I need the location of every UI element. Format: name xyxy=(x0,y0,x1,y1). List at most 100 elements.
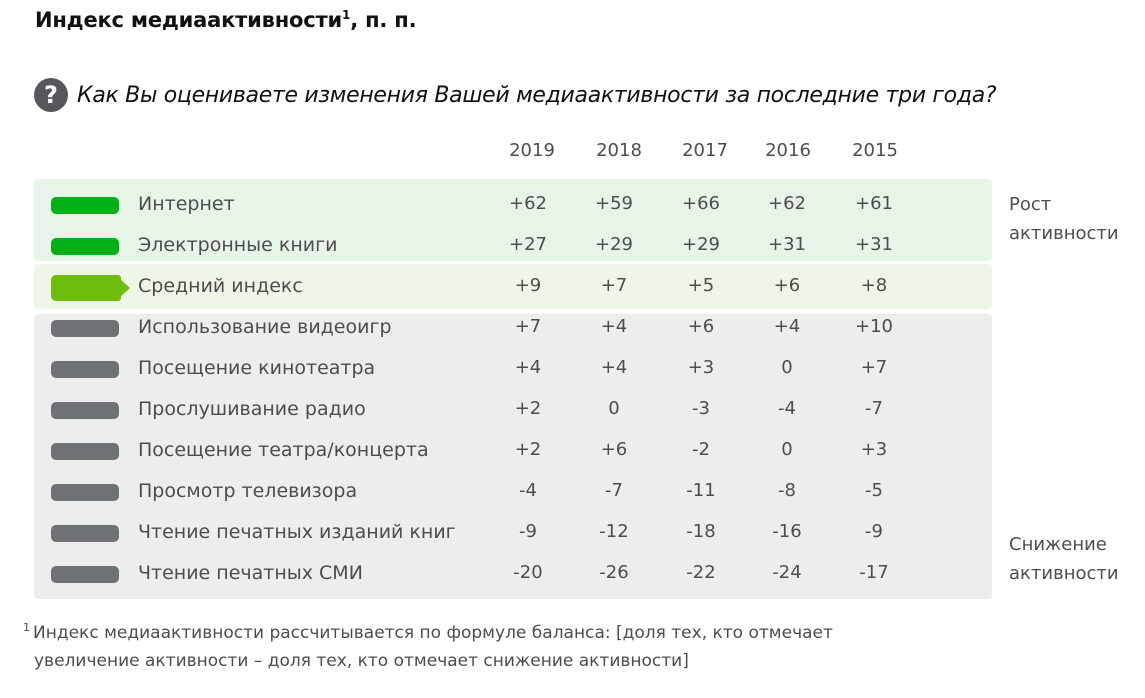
title-footnote-ref: 1 xyxy=(342,8,351,22)
cell-value-2017: -22 xyxy=(686,562,716,583)
side-label-decline: Снижение активности xyxy=(1009,530,1119,588)
row-label: Прослушивание радио xyxy=(138,398,366,420)
cell-value-2018: -26 xyxy=(599,562,629,583)
title-suffix: , п. п. xyxy=(350,8,417,32)
cell-value-2017: +6 xyxy=(687,316,715,337)
cell-value-2016: -24 xyxy=(772,562,802,583)
footnote-marker: 1 xyxy=(23,621,30,635)
table-row: Электронные книги +27 +29 +29 +31 +31 xyxy=(34,226,992,267)
year-header-2017: 2017 xyxy=(682,140,728,161)
year-header-2018: 2018 xyxy=(596,140,642,161)
cell-value-2017: +66 xyxy=(682,193,720,214)
cell-value-2015: +3 xyxy=(860,439,888,460)
row-label: Интернет xyxy=(138,193,235,215)
side-label-growth: Рост активности xyxy=(1009,190,1119,248)
page-title: Индекс медиаактивности1, п. п. xyxy=(35,8,417,32)
question-text: Как Вы оцениваете изменения Вашей медиаа… xyxy=(77,82,997,108)
cell-value-2017: +29 xyxy=(682,234,720,255)
table-row: Чтение печатных СМИ -20 -26 -22 -24 -17 xyxy=(34,554,992,595)
cell-value-2015: -9 xyxy=(865,521,883,542)
cell-value-2018: 0 xyxy=(608,398,620,419)
cell-value-2017: -11 xyxy=(686,480,716,501)
table-row: Использование видеоигр +7 +4 +6 +4 +10 xyxy=(34,308,992,349)
cell-value-2016: -4 xyxy=(778,398,796,419)
cell-value-2019: -9 xyxy=(519,521,537,542)
growth-group-panel xyxy=(34,179,992,261)
cell-value-2015: +31 xyxy=(855,234,893,255)
footnote: 1 Индекс медиаактивности рассчитывается п… xyxy=(23,619,1003,675)
cell-value-2019: +2 xyxy=(514,439,542,460)
average-marker-icon xyxy=(51,275,130,301)
row-label: Просмотр телевизора xyxy=(138,480,358,502)
table-row: Прослушивание радио +2 0 -3 -4 -7 xyxy=(34,390,992,431)
row-label: Средний индекс xyxy=(138,275,303,297)
title-text: Индекс медиаактивности xyxy=(35,8,343,32)
row-label: Электронные книги xyxy=(138,234,338,256)
row-label: Посещение кинотеатра xyxy=(138,357,376,379)
cell-value-2018: +6 xyxy=(600,439,628,460)
cell-value-2017: +3 xyxy=(687,357,715,378)
cell-value-2015: -7 xyxy=(865,398,883,419)
row-marker-icon xyxy=(51,525,119,542)
cell-value-2018: +4 xyxy=(600,316,628,337)
row-marker-icon xyxy=(51,484,119,501)
cell-value-2016: +31 xyxy=(768,234,806,255)
cell-value-2018: +4 xyxy=(600,357,628,378)
cell-value-2015: -5 xyxy=(865,480,883,501)
row-marker-icon xyxy=(51,320,119,337)
average-group-panel xyxy=(34,264,992,309)
row-marker-icon xyxy=(51,566,119,583)
survey-question: ? Как Вы оцениваете изменения Вашей меди… xyxy=(34,78,997,112)
row-label: Чтение печатных изданий книг xyxy=(138,521,456,543)
footnote-line1: Индекс медиаактивности рассчитывается по… xyxy=(33,623,833,643)
side-label-decline-line2: активности xyxy=(1009,563,1119,584)
cell-value-2017: +5 xyxy=(687,275,715,296)
row-label: Посещение театра/концерта xyxy=(138,439,429,461)
cell-value-2017: -18 xyxy=(686,521,716,542)
cell-value-2017: -3 xyxy=(692,398,710,419)
row-marker-icon xyxy=(51,402,119,419)
row-marker-icon xyxy=(51,238,119,255)
table-row: Интернет +62 +59 +66 +62 +61 xyxy=(34,185,992,226)
cell-value-2019: +2 xyxy=(514,398,542,419)
year-header-2016: 2016 xyxy=(765,140,811,161)
row-label: Чтение печатных СМИ xyxy=(138,562,363,584)
cell-value-2016: 0 xyxy=(781,439,793,460)
row-label: Использование видеоигр xyxy=(138,316,392,338)
year-header-2015: 2015 xyxy=(852,140,898,161)
side-label-growth-line2: активности xyxy=(1009,223,1119,244)
cell-value-2016: 0 xyxy=(781,357,793,378)
table-row: Посещение кинотеатра +4 +4 +3 0 +7 xyxy=(34,349,992,390)
side-label-decline-line1: Снижение xyxy=(1009,534,1107,555)
cell-value-2019: +7 xyxy=(514,316,542,337)
table-row: Средний индекс +9 +7 +5 +6 +8 xyxy=(34,267,992,308)
cell-value-2018: +59 xyxy=(595,193,633,214)
table-row: Чтение печатных изданий книг -9 -12 -18 -16 -… xyxy=(34,513,992,554)
cell-value-2018: +29 xyxy=(595,234,633,255)
cell-value-2019: -20 xyxy=(513,562,543,583)
row-marker-icon xyxy=(51,197,119,214)
cell-value-2016: +4 xyxy=(773,316,801,337)
cell-value-2017: -2 xyxy=(692,439,710,460)
cell-value-2016: -8 xyxy=(778,480,796,501)
question-circle-icon: ? xyxy=(34,78,68,112)
cell-value-2015: +61 xyxy=(855,193,893,214)
cell-value-2018: -12 xyxy=(599,521,629,542)
table-row: Посещение театра/концерта +2 +6 -2 0 +3 xyxy=(34,431,992,472)
cell-value-2015: -17 xyxy=(859,562,889,583)
cell-value-2016: +6 xyxy=(773,275,801,296)
cell-value-2015: +8 xyxy=(860,275,888,296)
table-row: Просмотр телевизора -4 -7 -11 -8 -5 xyxy=(34,472,992,513)
row-marker-icon xyxy=(51,361,119,378)
cell-value-2019: -4 xyxy=(519,480,537,501)
cell-value-2018: +7 xyxy=(600,275,628,296)
cell-value-2019: +62 xyxy=(509,193,547,214)
cell-value-2016: +62 xyxy=(768,193,806,214)
footnote-line2: увеличение активности – доля тех, кто от… xyxy=(34,651,689,671)
cell-value-2015: +7 xyxy=(860,357,888,378)
year-header-2019: 2019 xyxy=(509,140,555,161)
side-label-growth-line1: Рост xyxy=(1009,194,1052,215)
cell-value-2018: -7 xyxy=(605,480,623,501)
cell-value-2019: +9 xyxy=(514,275,542,296)
cell-value-2015: +10 xyxy=(855,316,893,337)
